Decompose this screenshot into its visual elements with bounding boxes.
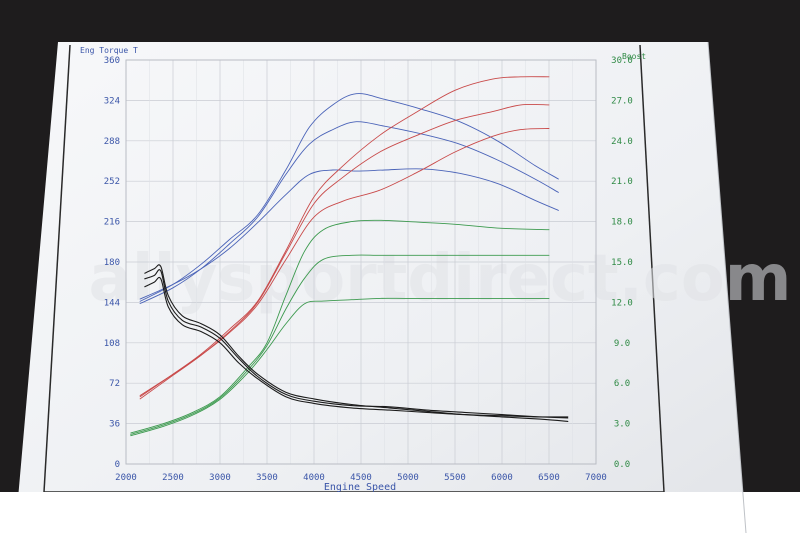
x-tick-label: 4500 <box>350 473 372 483</box>
page-border-left <box>43 44 71 493</box>
plot-frame <box>125 59 597 465</box>
x-tick-label: 4000 <box>303 473 325 483</box>
x-tick-labels: 2000 2500 3000 3500 4000 4500 5000 5500 6000 6500… <box>115 473 607 483</box>
y2-tick-label: 6.0 <box>614 379 630 389</box>
watermark: allysportdirect.com <box>89 242 792 316</box>
y-tick-label: 324 <box>104 96 120 106</box>
y2-tick-label: 3.0 <box>614 420 630 430</box>
series-line-boost-8 <box>130 254 550 435</box>
x-tick-label: 3500 <box>256 473 278 483</box>
x-tick-label: 7000 <box>585 473 607 483</box>
series-line-power-4 <box>139 76 550 398</box>
x-tick-label: 2000 <box>115 473 137 483</box>
y-tick-label: 36 <box>109 420 120 430</box>
x-tick-label: 2500 <box>162 473 184 483</box>
y2-tick-label: 9.0 <box>614 339 630 349</box>
series-line-torque-2 <box>139 121 559 304</box>
page-border-right <box>639 44 665 493</box>
y-tick-label: 144 <box>104 298 120 308</box>
paper-edge-right <box>707 41 747 533</box>
x-tick-label: 6000 <box>491 473 513 483</box>
series-line-boost-9 <box>130 297 550 437</box>
y-tick-label: 216 <box>104 218 120 228</box>
grid <box>125 59 597 465</box>
y-tick-label: 252 <box>104 177 120 187</box>
y-tick-label: 72 <box>109 379 120 389</box>
y2-tick-label: 15.0 <box>611 258 633 268</box>
y2-axis-label: Boost <box>622 52 646 61</box>
y2-tick-label: 18.0 <box>611 218 633 228</box>
y-axis-label: Eng Torque T <box>80 46 138 55</box>
series-line-boost-7 <box>130 219 550 434</box>
x-tick-label: 6500 <box>538 473 560 483</box>
series-line-torque-3 <box>139 168 559 300</box>
y2-tick-label: 30.0 <box>611 56 633 66</box>
y2-tick-label: 12.0 <box>611 298 633 308</box>
series-line-afr-11 <box>144 269 569 419</box>
y2-tick-labels: 0.0 3.0 6.0 9.0 12.0 15.0 18.0 21.0 24.0 27.0 30.0 <box>611 56 633 470</box>
y-tick-label: 180 <box>104 258 120 268</box>
y2-tick-label: 27.0 <box>611 96 633 106</box>
y-tick-label: 360 <box>104 56 120 66</box>
y2-tick-label: 21.0 <box>611 177 633 187</box>
x-tick-label: 3000 <box>209 473 231 483</box>
series-lines <box>130 76 569 437</box>
y-tick-label: 288 <box>104 137 120 147</box>
y-tick-label: 0 <box>115 460 120 470</box>
y2-tick-label: 0.0 <box>614 460 630 470</box>
x-tick-label: 5000 <box>397 473 419 483</box>
series-line-power-6 <box>139 128 550 396</box>
series-line-afr-12 <box>144 276 569 418</box>
table-surface-bottom <box>0 492 800 533</box>
y2-tick-label: 24.0 <box>611 137 633 147</box>
y-tick-labels: 0 36 72 108 144 180 216 252 288 324 360 <box>104 56 120 470</box>
y-tick-label: 108 <box>104 339 120 349</box>
x-tick-label: 5500 <box>444 473 466 483</box>
series-line-torque-1 <box>139 93 559 302</box>
x-axis-label: Engine Speed <box>324 482 396 493</box>
